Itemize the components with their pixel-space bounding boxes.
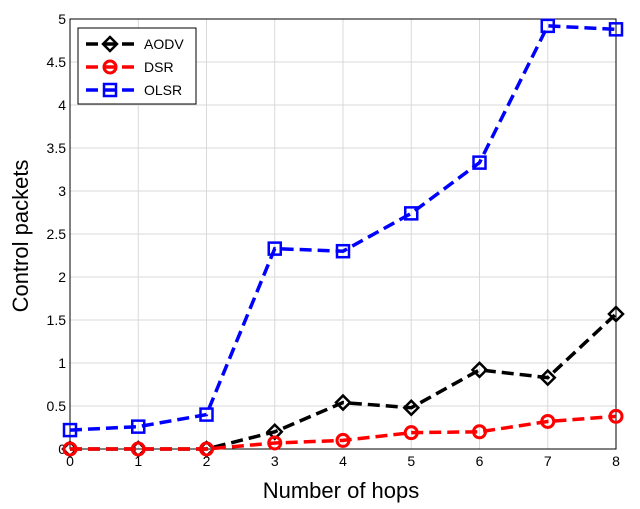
x-tick-labels: 0 1 2 3 4 5 6 7 8 [66, 453, 620, 469]
legend-label: AODV [144, 36, 184, 52]
plot-frame [69, 18, 617, 450]
circle-marker [102, 59, 118, 75]
square-marker [267, 241, 282, 256]
x-tick-label: 4 [339, 453, 347, 469]
legend-label: DSR [144, 59, 174, 75]
square-marker [131, 419, 146, 434]
circle-marker [199, 441, 214, 457]
square-marker [404, 206, 419, 221]
x-tick-label: 1 [134, 453, 142, 469]
y-tick-label: 5 [58, 11, 66, 27]
square-marker [335, 243, 351, 259]
x-tick-label: 0 [66, 453, 74, 469]
circle-marker [62, 441, 78, 457]
series-olsr [62, 18, 624, 438]
circle-marker [608, 408, 624, 424]
x-tick-label: 3 [271, 453, 279, 469]
square-marker [102, 82, 118, 98]
y-tick-label: 4.5 [47, 54, 67, 70]
square-marker [62, 422, 78, 438]
circle-marker [403, 425, 419, 441]
y-tick-label: 2.5 [47, 226, 67, 242]
y-tick-label: 4 [58, 97, 66, 113]
square-marker [472, 155, 487, 170]
circle-marker [472, 424, 487, 440]
diamond-marker [101, 35, 119, 53]
legend-item-olsr: OLSR [86, 82, 182, 98]
diamond-marker [538, 368, 557, 387]
y-tick-label: 1 [58, 355, 66, 371]
y-tick-label: 0.5 [47, 398, 67, 414]
diamond-marker [470, 361, 489, 379]
y-tick-label: 2 [58, 269, 66, 285]
square-marker [199, 407, 214, 422]
y-tick-label: 1.5 [47, 312, 67, 328]
legend-item-aodv: AODV [86, 35, 184, 53]
x-tick-label: 5 [407, 453, 415, 469]
series-layer [61, 18, 625, 458]
series-line-olsr [69, 24, 617, 432]
circle-marker [335, 432, 351, 448]
x-axis-title: Number of hops [263, 478, 420, 503]
square-marker [608, 22, 624, 37]
legend-item-dsr: DSR [86, 59, 174, 75]
x-tick-label: 6 [476, 453, 484, 469]
diamond-marker [607, 305, 625, 323]
diamond-marker [265, 423, 284, 441]
x-tick-label: 7 [544, 453, 552, 469]
legend-label: OLSR [144, 82, 182, 98]
circle-marker [540, 413, 556, 429]
series-line-dsr [70, 414, 617, 451]
series-dsr [62, 408, 624, 457]
x-tick-label: 8 [612, 453, 620, 469]
x-tick-label: 2 [203, 453, 211, 469]
y-tick-label: 3 [58, 183, 66, 199]
circle-marker [130, 441, 146, 457]
diamond-marker [402, 398, 421, 417]
diamond-marker [334, 393, 352, 412]
legend: AODV DSR OLSR [77, 27, 197, 105]
square-marker [540, 18, 555, 34]
y-tick-label: 3.5 [47, 140, 67, 156]
y-axis-title: Control packets [8, 160, 33, 313]
circle-marker [267, 435, 283, 451]
